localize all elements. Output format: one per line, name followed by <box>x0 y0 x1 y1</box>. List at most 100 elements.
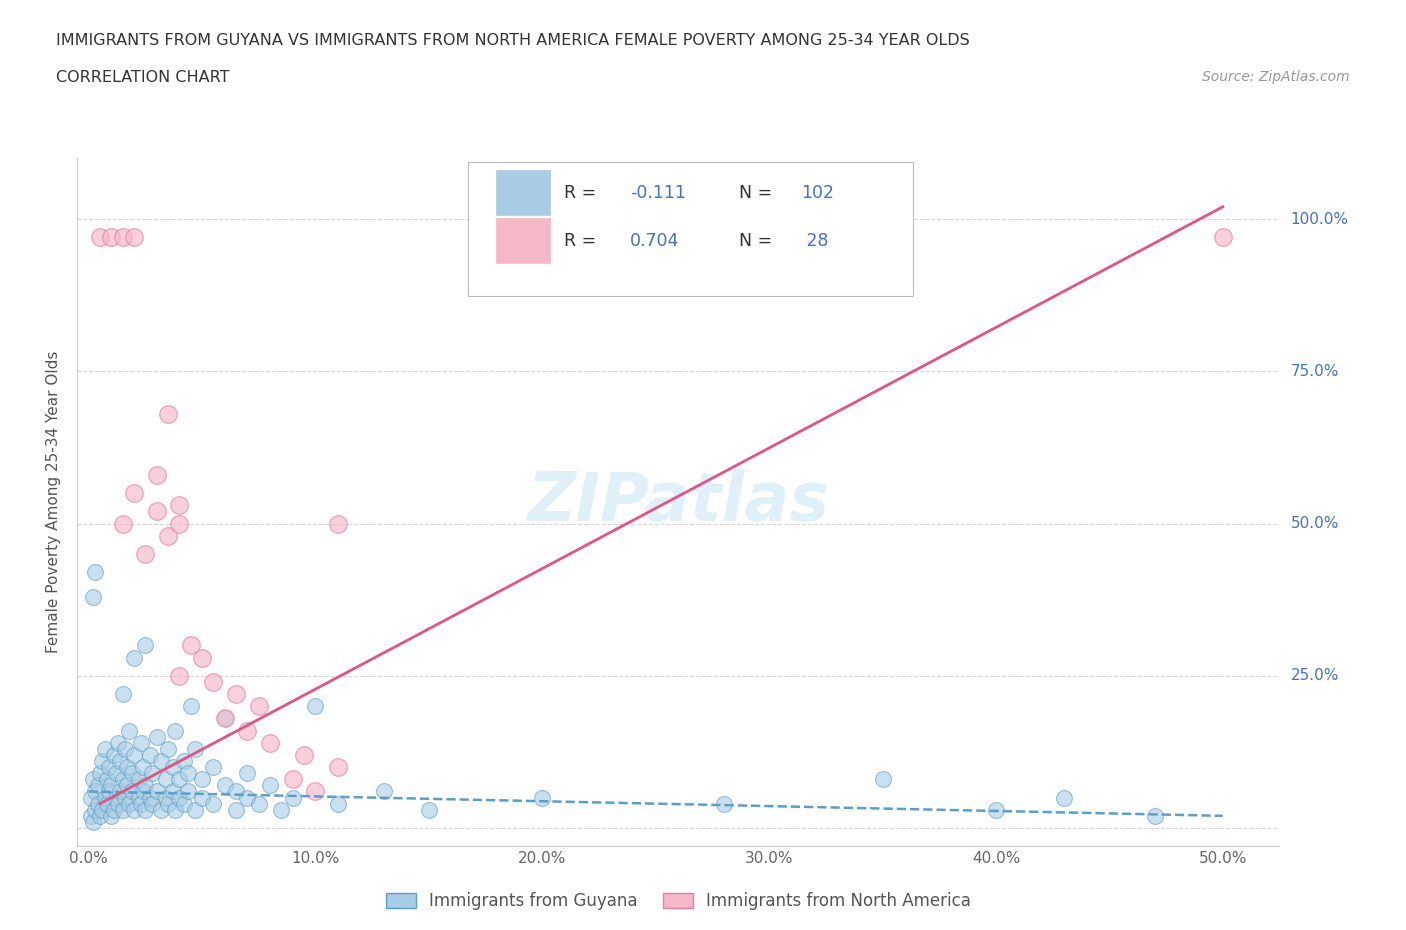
Point <box>281 772 304 787</box>
Point <box>163 724 186 738</box>
Point <box>184 803 207 817</box>
Text: Source: ZipAtlas.com: Source: ZipAtlas.com <box>1202 70 1350 84</box>
Point <box>114 790 136 805</box>
Point <box>115 778 138 793</box>
Point <box>93 790 115 805</box>
Point <box>80 808 103 823</box>
Point <box>93 741 115 756</box>
Point <box>191 772 214 787</box>
Point <box>82 590 104 604</box>
Point <box>118 724 141 738</box>
Point <box>236 765 259 780</box>
Point <box>202 796 225 811</box>
Point <box>202 674 225 689</box>
Point <box>145 504 167 519</box>
Point <box>1053 790 1076 805</box>
Point <box>129 796 152 811</box>
Point <box>89 230 111 245</box>
Point <box>82 815 104 830</box>
Point <box>141 796 163 811</box>
Point <box>122 650 145 665</box>
Point <box>177 765 200 780</box>
Text: IMMIGRANTS FROM GUYANA VS IMMIGRANTS FROM NORTH AMERICA FEMALE POVERTY AMONG 25-: IMMIGRANTS FROM GUYANA VS IMMIGRANTS FRO… <box>56 33 970 47</box>
FancyBboxPatch shape <box>468 162 912 296</box>
Point <box>100 808 122 823</box>
Bar <box>496 170 550 215</box>
Point <box>111 230 134 245</box>
Point <box>184 741 207 756</box>
Text: N =: N = <box>738 232 772 249</box>
Point <box>157 796 180 811</box>
Point <box>173 753 195 768</box>
Point <box>96 772 118 787</box>
Point <box>328 516 350 531</box>
Point <box>103 748 125 763</box>
Point <box>87 796 110 811</box>
Text: 100.0%: 100.0% <box>1291 211 1348 227</box>
Point <box>89 765 111 780</box>
Point <box>872 772 894 787</box>
Point <box>202 760 225 775</box>
Text: N =: N = <box>738 183 772 202</box>
Point <box>236 724 259 738</box>
Point <box>169 790 191 805</box>
Point <box>180 638 202 653</box>
Point <box>225 803 247 817</box>
Point <box>191 790 214 805</box>
Point <box>96 796 118 811</box>
Point <box>162 760 184 775</box>
Point <box>122 230 145 245</box>
Point <box>89 808 111 823</box>
Point <box>132 760 155 775</box>
Point <box>169 516 191 531</box>
Point <box>121 784 143 799</box>
Point <box>145 784 167 799</box>
Point <box>80 790 103 805</box>
Point <box>122 485 145 500</box>
Point <box>111 803 134 817</box>
Point <box>214 711 236 725</box>
Point <box>304 698 326 713</box>
Text: 25.0%: 25.0% <box>1291 669 1339 684</box>
Point <box>141 765 163 780</box>
Point <box>134 803 156 817</box>
Point <box>418 803 440 817</box>
Point <box>173 796 195 811</box>
Point <box>157 741 180 756</box>
Point <box>132 784 155 799</box>
Text: 0.704: 0.704 <box>630 232 679 249</box>
Point <box>91 753 114 768</box>
Point <box>107 736 129 751</box>
Point <box>107 796 129 811</box>
Point <box>91 803 114 817</box>
Point <box>87 778 110 793</box>
Text: 28: 28 <box>801 232 828 249</box>
Point <box>134 547 156 562</box>
Point <box>155 790 177 805</box>
Legend: Immigrants from Guyana, Immigrants from North America: Immigrants from Guyana, Immigrants from … <box>380 885 977 917</box>
Point <box>214 778 236 793</box>
Point <box>100 230 122 245</box>
Point <box>247 796 270 811</box>
Point <box>292 748 315 763</box>
Point <box>328 796 350 811</box>
Point <box>225 784 247 799</box>
Point <box>157 528 180 543</box>
Point <box>247 698 270 713</box>
Point <box>111 772 134 787</box>
Point <box>121 765 143 780</box>
Point <box>134 638 156 653</box>
Y-axis label: Female Poverty Among 25-34 Year Olds: Female Poverty Among 25-34 Year Olds <box>46 351 62 654</box>
Point <box>713 796 735 811</box>
Point <box>128 772 150 787</box>
Point <box>214 711 236 725</box>
Point <box>110 753 132 768</box>
Point <box>128 790 150 805</box>
Point <box>115 760 138 775</box>
Point <box>531 790 554 805</box>
Point <box>150 753 173 768</box>
Point <box>82 772 104 787</box>
Point <box>1212 230 1234 245</box>
Point <box>259 778 281 793</box>
Text: CORRELATION CHART: CORRELATION CHART <box>56 70 229 85</box>
